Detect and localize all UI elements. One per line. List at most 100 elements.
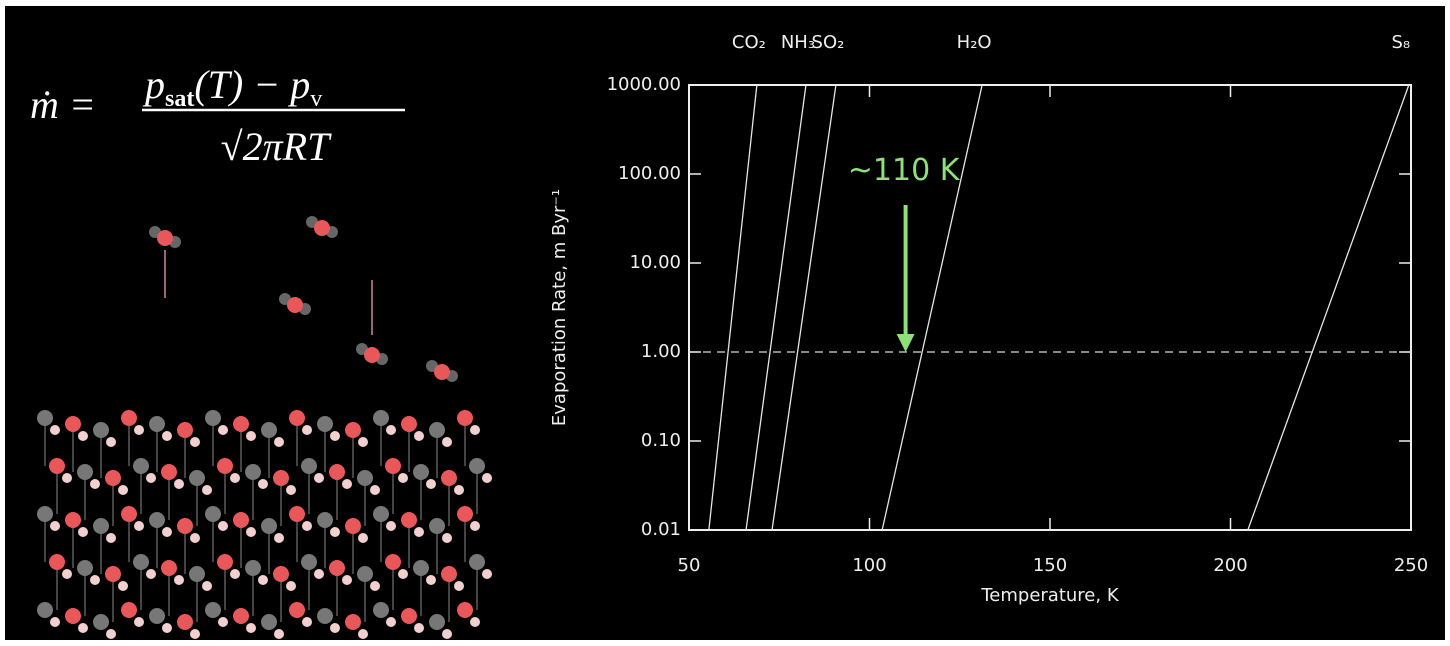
- oxygen-atom: [434, 364, 450, 380]
- lattice-atom: [118, 581, 128, 591]
- lattice-atom: [77, 560, 93, 576]
- lattice-atom: [62, 569, 72, 579]
- lattice-atom: [470, 521, 480, 531]
- lattice-atom: [342, 479, 352, 489]
- lattice-atom: [317, 608, 333, 624]
- lattice-atom: [77, 464, 93, 480]
- lattice-atom: [274, 629, 284, 639]
- lattice-atom: [401, 512, 417, 528]
- lattice-atom: [190, 437, 200, 447]
- lattice-atom: [330, 623, 340, 633]
- lattice-atom: [118, 485, 128, 495]
- lattice-atom: [174, 575, 184, 585]
- lattice-atom: [161, 560, 177, 576]
- lattice-atom: [286, 581, 296, 591]
- lattice-atom: [133, 458, 149, 474]
- lattice-atom: [413, 560, 429, 576]
- lattice-atom: [345, 422, 361, 438]
- x-tick-label: 250: [1394, 555, 1428, 576]
- lattice-atom: [233, 608, 249, 624]
- series-label: H₂O: [957, 32, 992, 53]
- lattice-atom: [37, 506, 53, 522]
- lattice-atom: [426, 479, 436, 489]
- lattice-atom: [373, 410, 389, 426]
- lattice-atom: [470, 425, 480, 435]
- lattice-atom: [65, 608, 81, 624]
- y-tick-label: 10.00: [629, 252, 681, 273]
- lattice-atom: [358, 629, 368, 639]
- lattice-atom: [317, 416, 333, 432]
- equation-lhs: ṁ =: [30, 82, 96, 127]
- lattice-atom: [62, 473, 72, 483]
- lattice-atom: [177, 422, 193, 438]
- lattice-atom: [65, 512, 81, 528]
- lattice-atom: [133, 554, 149, 570]
- lattice-atom: [161, 464, 177, 480]
- lattice-atom: [429, 518, 445, 534]
- lattice-atom: [246, 431, 256, 441]
- lattice-atom: [289, 410, 305, 426]
- y-tick-label: 0.10: [641, 430, 681, 451]
- lattice-atom: [345, 518, 361, 534]
- x-tick-label: 50: [678, 555, 701, 576]
- eq-part: p: [142, 62, 165, 107]
- lattice-atom: [370, 581, 380, 591]
- lattice-atom: [218, 617, 228, 627]
- x-tick-label: 200: [1213, 555, 1247, 576]
- lattice-atom: [426, 575, 436, 585]
- lattice-atom: [329, 464, 345, 480]
- lattice-atom: [233, 416, 249, 432]
- lattice-atom: [50, 521, 60, 531]
- series-label: S₈: [1392, 32, 1411, 53]
- lattice-atom: [205, 410, 221, 426]
- lattice-atom: [190, 629, 200, 639]
- lattice-atom: [93, 614, 109, 630]
- lattice-atom: [37, 410, 53, 426]
- y-tick-label: 100.00: [618, 163, 681, 184]
- lattice-atom: [90, 575, 100, 585]
- lattice-atom: [398, 473, 408, 483]
- lattice-atom: [78, 527, 88, 537]
- series-label: SO₂: [812, 32, 845, 53]
- lattice-atom: [457, 602, 473, 618]
- lattice-atom: [442, 533, 452, 543]
- lattice-atom: [261, 518, 277, 534]
- lattice-atom: [357, 566, 373, 582]
- lattice-atom: [454, 581, 464, 591]
- lattice-atom: [482, 473, 492, 483]
- lattice-atom: [105, 566, 121, 582]
- lattice-atom: [302, 521, 312, 531]
- lattice-atom: [149, 416, 165, 432]
- lattice-atom: [274, 437, 284, 447]
- lattice-atom: [205, 602, 221, 618]
- slide: ṁ = psat(T) − pv √2πRT 1000.00100.0010.0…: [0, 0, 1450, 646]
- y-axis-label: Evaporation Rate, m Byr⁻¹: [549, 189, 570, 426]
- lattice-atom: [470, 617, 480, 627]
- lattice-atom: [134, 521, 144, 531]
- lattice-atom: [121, 602, 137, 618]
- y-tick-label: 1000.00: [607, 74, 681, 95]
- lattice-atom: [90, 479, 100, 489]
- lattice-atom: [317, 512, 333, 528]
- lattice-atom: [202, 581, 212, 591]
- lattice-atom: [342, 575, 352, 585]
- lattice-atom: [401, 416, 417, 432]
- lattice-atom: [65, 416, 81, 432]
- lattice-atom: [386, 617, 396, 627]
- lattice-atom: [414, 527, 424, 537]
- lattice-atom: [177, 518, 193, 534]
- lattice-atom: [429, 614, 445, 630]
- lattice-atom: [202, 485, 212, 495]
- x-tick-label: 150: [1033, 555, 1067, 576]
- lattice-atom: [37, 602, 53, 618]
- lattice-atom: [345, 614, 361, 630]
- lattice-atom: [302, 617, 312, 627]
- lattice-atom: [217, 458, 233, 474]
- lattice-atom: [373, 602, 389, 618]
- lattice-atom: [258, 479, 268, 489]
- lattice-atom: [429, 422, 445, 438]
- lattice-atom: [414, 623, 424, 633]
- oxygen-atom: [364, 347, 380, 363]
- lattice-atom: [314, 569, 324, 579]
- lattice-atom: [190, 533, 200, 543]
